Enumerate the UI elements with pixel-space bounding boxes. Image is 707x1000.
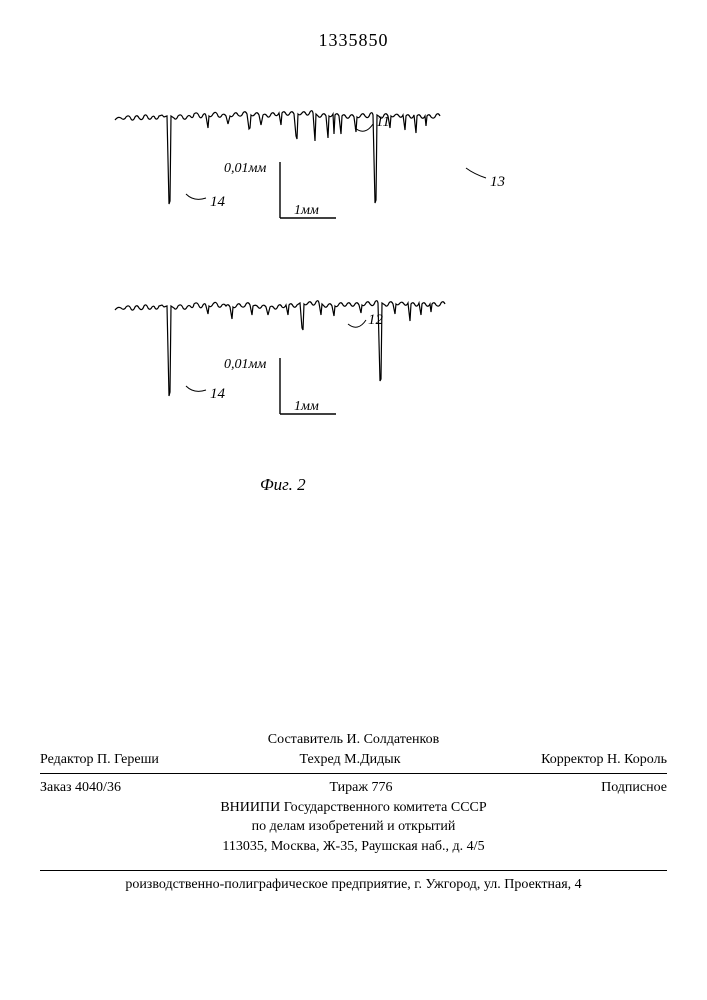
label-14-top: 14 [210, 194, 226, 210]
trace-top-group: 11 13 14 0,01мм 1мм [115, 111, 505, 218]
figure-svg: 11 13 14 0,01мм 1мм 12 [110, 80, 560, 500]
leader-14-top [186, 194, 206, 199]
leader-11 [355, 124, 373, 131]
leader-12 [348, 320, 366, 327]
leader-14-bottom [186, 386, 206, 391]
trace-top [115, 111, 440, 204]
figure-caption: Фиг. 2 [260, 475, 306, 495]
scale-v-label-top: 0,01мм [224, 161, 266, 176]
divider-1 [40, 773, 667, 774]
label-14-bottom: 14 [210, 386, 226, 402]
editor: Редактор П. Гереши [40, 750, 159, 770]
order: Заказ 4040/36 [40, 778, 121, 798]
credits-row: Редактор П. Гереши Техред М.Дидык Коррек… [40, 750, 667, 770]
address-line: 113035, Москва, Ж-35, Раушская наб., д. … [40, 837, 667, 857]
org-line-1: ВНИИПИ Государственного комитета СССР [40, 798, 667, 818]
document-number: 1335850 [0, 30, 707, 51]
org-line-2: по делам изобретений и открытий [40, 817, 667, 837]
label-13: 13 [490, 174, 505, 190]
tirazh: Тираж 776 [329, 778, 392, 798]
corrector: Корректор Н. Король [541, 750, 667, 770]
scale-h-label-top: 1мм [294, 203, 319, 218]
subscription: Подписное [601, 778, 667, 798]
figure-2: 11 13 14 0,01мм 1мм 12 [110, 80, 560, 500]
scale-h-label-bottom: 1мм [294, 399, 319, 414]
compiler-line: Составитель И. Солдатенков [40, 730, 667, 750]
leader-13 [466, 168, 486, 178]
footer-block: Составитель И. Солдатенков Редактор П. Г… [40, 730, 667, 857]
tehred: Техред М.Дидык [299, 750, 400, 770]
label-11: 11 [376, 114, 390, 130]
label-12: 12 [368, 312, 384, 328]
page: 1335850 11 13 14 0,01мм 1м [0, 0, 707, 1000]
scale-top: 0,01мм 1мм [224, 161, 336, 218]
printshop-line: роизводственно-полиграфическое предприят… [40, 870, 667, 893]
order-row: Заказ 4040/36 Тираж 776 Подписное [40, 778, 667, 798]
trace-bottom-group: 12 14 0,01мм 1мм [115, 301, 445, 414]
scale-bottom: 0,01мм 1мм [224, 357, 336, 414]
scale-v-label-bottom: 0,01мм [224, 357, 266, 372]
